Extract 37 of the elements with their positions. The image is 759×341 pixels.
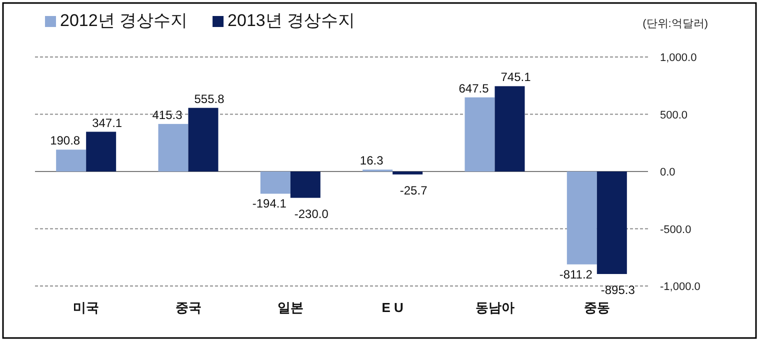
data-label: -25.7: [400, 183, 428, 198]
data-label: 555.8: [194, 92, 224, 106]
bar: [290, 172, 320, 198]
y-tick-label: 0.0: [660, 166, 676, 178]
data-label: -895.3: [600, 283, 635, 297]
y-tick-label: 500.0: [660, 109, 688, 122]
x-tick-label: 중국: [175, 300, 202, 315]
legend-label: 2013년 경상수지: [228, 11, 356, 30]
data-label: 415.3: [152, 108, 182, 122]
bar: [56, 150, 86, 172]
bar: [86, 132, 116, 172]
bar: [596, 172, 627, 274]
data-label: 647.5: [458, 81, 489, 96]
y-tick-label: -500.0: [660, 224, 692, 236]
x-tick-label: 일본: [277, 300, 304, 315]
data-label: 347.1: [92, 116, 122, 130]
y-tick-label: -1,000.0: [660, 281, 700, 293]
data-label: 16.3: [360, 154, 384, 168]
legend-label: 2012년 경상수지: [60, 11, 188, 30]
data-label: -811.2: [559, 267, 592, 282]
y-tick-label: 1,000.0: [660, 52, 697, 64]
bar: [158, 124, 188, 172]
bar: [464, 97, 495, 172]
data-label: 745.1: [500, 70, 531, 84]
bar: [392, 172, 423, 174]
bar: [566, 172, 597, 264]
bar: [494, 86, 525, 172]
x-tick-label: 동남아: [475, 300, 514, 315]
x-tick-label: E U: [382, 300, 404, 315]
bar: [188, 108, 218, 172]
x-tick-label: 미국: [73, 300, 100, 315]
data-label: -230.0: [294, 206, 328, 221]
x-tick-label: 중동: [584, 300, 610, 315]
text: (단위:억달러): [642, 18, 708, 30]
data-label: -194.1: [252, 196, 286, 211]
bar: [260, 172, 290, 194]
data-label: 190.8: [50, 134, 80, 148]
